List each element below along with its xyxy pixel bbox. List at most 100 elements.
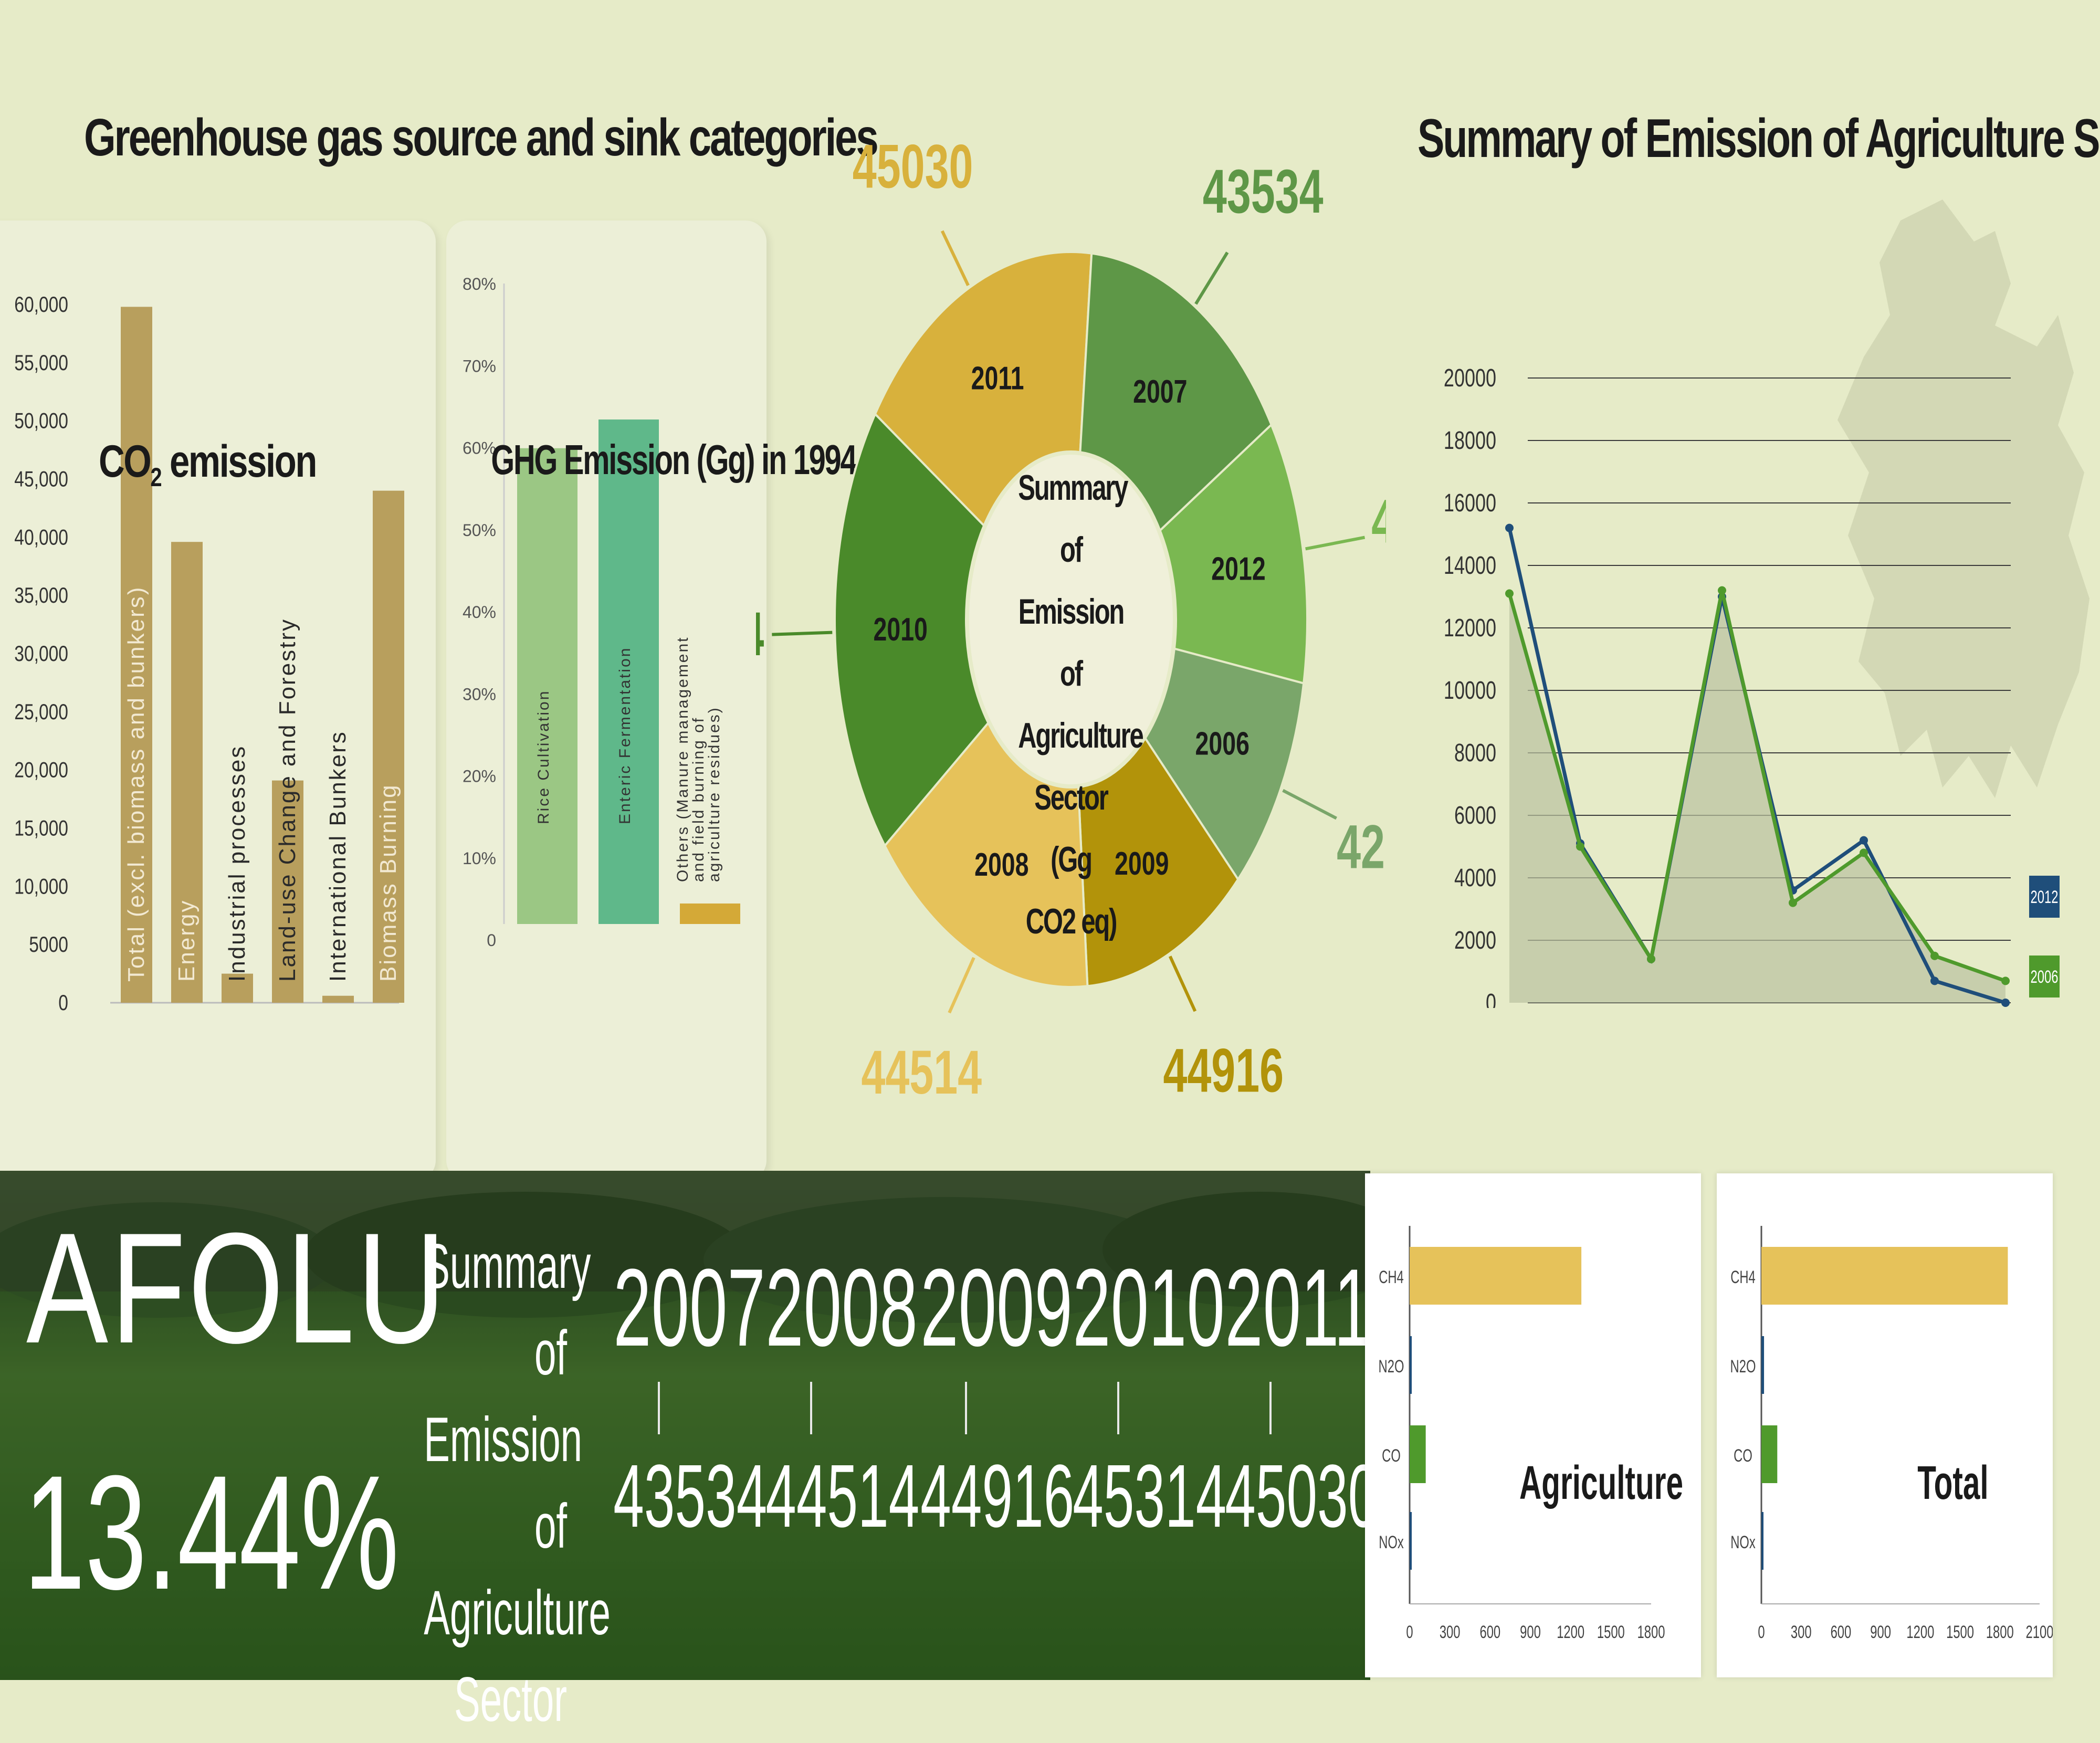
- mini-category-label: CH4: [1379, 1267, 1404, 1287]
- summary-line-2: Emission of: [424, 1404, 583, 1561]
- mini-xtick-label: 1200: [1906, 1622, 1934, 1642]
- ghg-ytick-label: 70%: [463, 356, 496, 375]
- donut-leader-line: [948, 957, 975, 1014]
- co2-ytick-label: 40,000: [14, 526, 68, 550]
- co2-category-label: Biomass Burning: [375, 783, 401, 982]
- mini-category-label: CH4: [1730, 1267, 1756, 1287]
- donut-slice: [1079, 252, 1273, 532]
- ghg-category-label: Others (Manure management: [674, 636, 691, 882]
- ghg-bar: [680, 903, 740, 924]
- line-ytick-label: 2000: [1454, 926, 1496, 954]
- donut-value-label: 44916: [1163, 1036, 1284, 1105]
- donut-slice: [1159, 423, 1308, 685]
- summary-line-3: Agriculture: [424, 1578, 611, 1648]
- donut-year-label: 2009: [1115, 845, 1169, 882]
- donut-leader-line: [772, 631, 833, 636]
- line-point: [1505, 523, 1514, 532]
- co2-bar: [373, 490, 404, 1003]
- co2-category-label: Industrial processes: [224, 745, 250, 982]
- afolu-percent: 13.44%: [24, 1441, 399, 1623]
- afolu-summary: Summary of Emission of Agriculture Secto…: [424, 1223, 611, 1743]
- ghg-caption: GHG Emission (Gg) in 1994: [491, 436, 857, 483]
- legend-label: 2006: [2031, 967, 2059, 987]
- donut-chart: 2010 45314 2011 45030 2007 43534 2012 45877 2006…: [756, 132, 1386, 1107]
- year-value: 45314: [1073, 1446, 1227, 1546]
- mini-xtick-label: 2100: [2026, 1622, 2053, 1642]
- total-card: CH4 N2O CO NOx 0 300 600 900 1200 1500 1800 2100 Tot…: [1717, 1173, 2053, 1677]
- donut-year-label: 2012: [1211, 550, 1265, 587]
- mini-category-label: N2O: [1379, 1357, 1404, 1377]
- year-value: 45030: [1225, 1446, 1379, 1546]
- co2-ytick-label: 15,000: [14, 816, 68, 841]
- donut-year-label: 2010: [873, 611, 927, 647]
- donut-center-line-3: Agriculture: [1018, 716, 1144, 755]
- ghg-category-label: and field burning of: [690, 717, 707, 882]
- infographic: Greenhouse gas source and sink categorie…: [0, 108, 2100, 1735]
- line-area: [1509, 590, 2006, 1003]
- mini-bar: [1761, 1512, 1763, 1570]
- line-point: [1505, 589, 1514, 598]
- co2-category-label: Total (excl. biomass and bunkers): [123, 586, 149, 982]
- ghg-bar: [517, 448, 578, 924]
- mini-xtick-label: 1800: [1986, 1622, 2014, 1642]
- donut-leader-line: [1168, 956, 1197, 1012]
- co2-category-label: Energy: [174, 899, 200, 982]
- year-column: 2007 43534: [585, 1244, 768, 1548]
- donut-value-label: 45030: [853, 132, 973, 201]
- donut-year-label: 2007: [1133, 373, 1187, 410]
- mini-bar: [1410, 1425, 1426, 1483]
- map-silhouette-icon: [1838, 200, 2090, 798]
- right-title: Summary of Emission of Agriculture Secto…: [1418, 108, 2100, 169]
- co2-caption: CO2 emission: [25, 436, 390, 492]
- donut-slice: [874, 251, 1093, 528]
- year-label: 2009: [920, 1246, 1073, 1369]
- co2-ytick-label: 50,000: [14, 409, 68, 433]
- ghg-chart-card: 0 10% 20% 30% 40% 50% 60% 70% 80% Rice Cultivatio…: [446, 220, 857, 1181]
- donut-slice: [834, 412, 990, 848]
- co2-caption-main: CO: [98, 436, 152, 487]
- mini-bar: [1410, 1512, 1412, 1570]
- ghg-ytick-label: 80%: [463, 275, 496, 293]
- line-ytick-label: 20000: [1444, 364, 1496, 392]
- legend-swatch: [2029, 956, 2060, 998]
- year-divider: [658, 1382, 660, 1434]
- ghg-bar-chart: 0 10% 20% 30% 40% 50% 60% 70% 80% Rice Cultivatio…: [463, 275, 740, 950]
- co2-ytick-label: 45,000: [14, 467, 68, 491]
- co2-bar: [171, 542, 203, 1003]
- co2-ytick-label: 55,000: [14, 351, 68, 375]
- ghg-ytick-label: 40%: [463, 603, 496, 622]
- co2-ytick-label: 5000: [29, 933, 68, 957]
- line-ytick-label: 8000: [1454, 739, 1496, 766]
- donut-year-label: 2006: [1195, 725, 1250, 762]
- line-ytick-label: 16000: [1444, 489, 1496, 517]
- year-label: 2008: [765, 1246, 918, 1369]
- donut-year-label: 2011: [971, 360, 1024, 396]
- legend-label: 2012: [2031, 887, 2059, 907]
- mini-category-label: CO: [1734, 1446, 1752, 1466]
- year-value: 44514: [765, 1446, 920, 1546]
- mini-xtick-label: 600: [1831, 1622, 1852, 1642]
- afolu-label: AFOLU: [26, 1200, 448, 1376]
- mini-bar: [1761, 1425, 1778, 1483]
- co2-bar-chart: 0 5000 10,000 15,000 20,000 25,000 30,000 35,00…: [14, 293, 404, 1015]
- donut-year-label: 2008: [974, 846, 1028, 883]
- donut-slice: [884, 721, 1089, 988]
- donut-center: [969, 455, 1173, 784]
- mini-chart-title: Total: [1917, 1456, 1988, 1509]
- donut-leader-line: [940, 230, 970, 286]
- co2-caption-tail: emission: [161, 436, 317, 487]
- year-column: 2010 45314: [1045, 1244, 1227, 1548]
- legend-swatch: [2029, 876, 2060, 918]
- mini-xtick-label: 1200: [1557, 1622, 1584, 1642]
- mini-bar: [1410, 1336, 1412, 1394]
- donut-leader-line: [1194, 251, 1229, 305]
- line-ytick-label: 14000: [1444, 551, 1496, 579]
- total-bar-chart: CH4 N2O CO NOx 0 300 600 900 1200 1500 1800 2100 Tot…: [1730, 1226, 2053, 1642]
- mini-bar: [1761, 1247, 2008, 1305]
- co2-bar: [272, 780, 303, 1003]
- year-label: 2007: [613, 1246, 765, 1369]
- field-texture: [0, 1171, 1370, 1680]
- line-ytick-label: 10000: [1444, 676, 1496, 704]
- mini-xtick-label: 1500: [1946, 1622, 1974, 1642]
- year-value: 43534: [613, 1446, 768, 1546]
